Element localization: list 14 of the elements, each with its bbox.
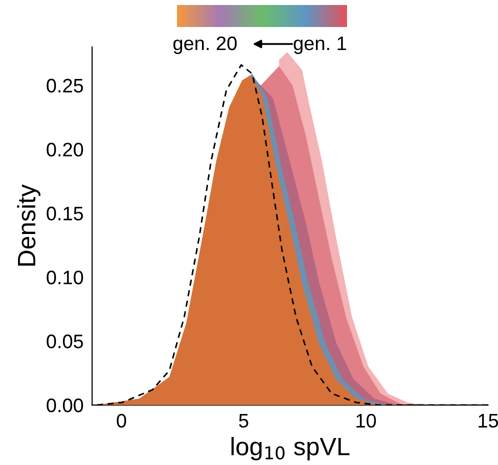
x-tick-label: 5 <box>239 414 248 428</box>
x-tick-label: 10 <box>356 414 376 428</box>
y-tick-label: 0.10 <box>46 270 84 284</box>
annotation: gen. 20 <box>173 36 237 54</box>
y-tick-label: 0.15 <box>46 206 83 220</box>
y-tick-label: 0.20 <box>46 142 84 156</box>
annotation: gen. 1 <box>294 36 346 54</box>
x-axis-title: log$_{10}$ spVL <box>232 437 350 460</box>
y-tick-label: 0.00 <box>46 398 84 412</box>
y-tick-label: 0.25 <box>46 78 83 93</box>
x-tick-label: 15 <box>478 414 498 428</box>
y-axis-title: Density <box>17 184 40 266</box>
y-tick-label: 0.05 <box>46 334 83 348</box>
x-tick-label: 0 <box>116 414 126 428</box>
